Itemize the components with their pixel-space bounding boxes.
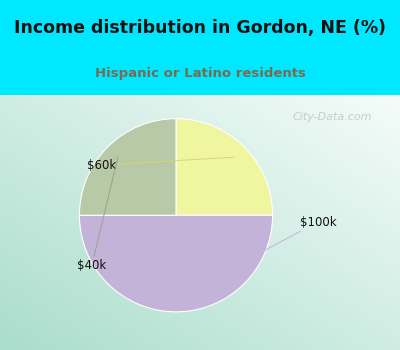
Text: Income distribution in Gordon, NE (%): Income distribution in Gordon, NE (%): [14, 19, 386, 37]
Text: $40k: $40k: [77, 157, 118, 272]
Text: Hispanic or Latino residents: Hispanic or Latino residents: [94, 67, 306, 80]
Wedge shape: [79, 119, 176, 215]
Text: $100k: $100k: [176, 216, 336, 298]
Wedge shape: [176, 119, 273, 215]
Text: $60k: $60k: [87, 157, 234, 172]
Wedge shape: [79, 215, 273, 312]
Text: City-Data.com: City-Data.com: [292, 112, 372, 122]
